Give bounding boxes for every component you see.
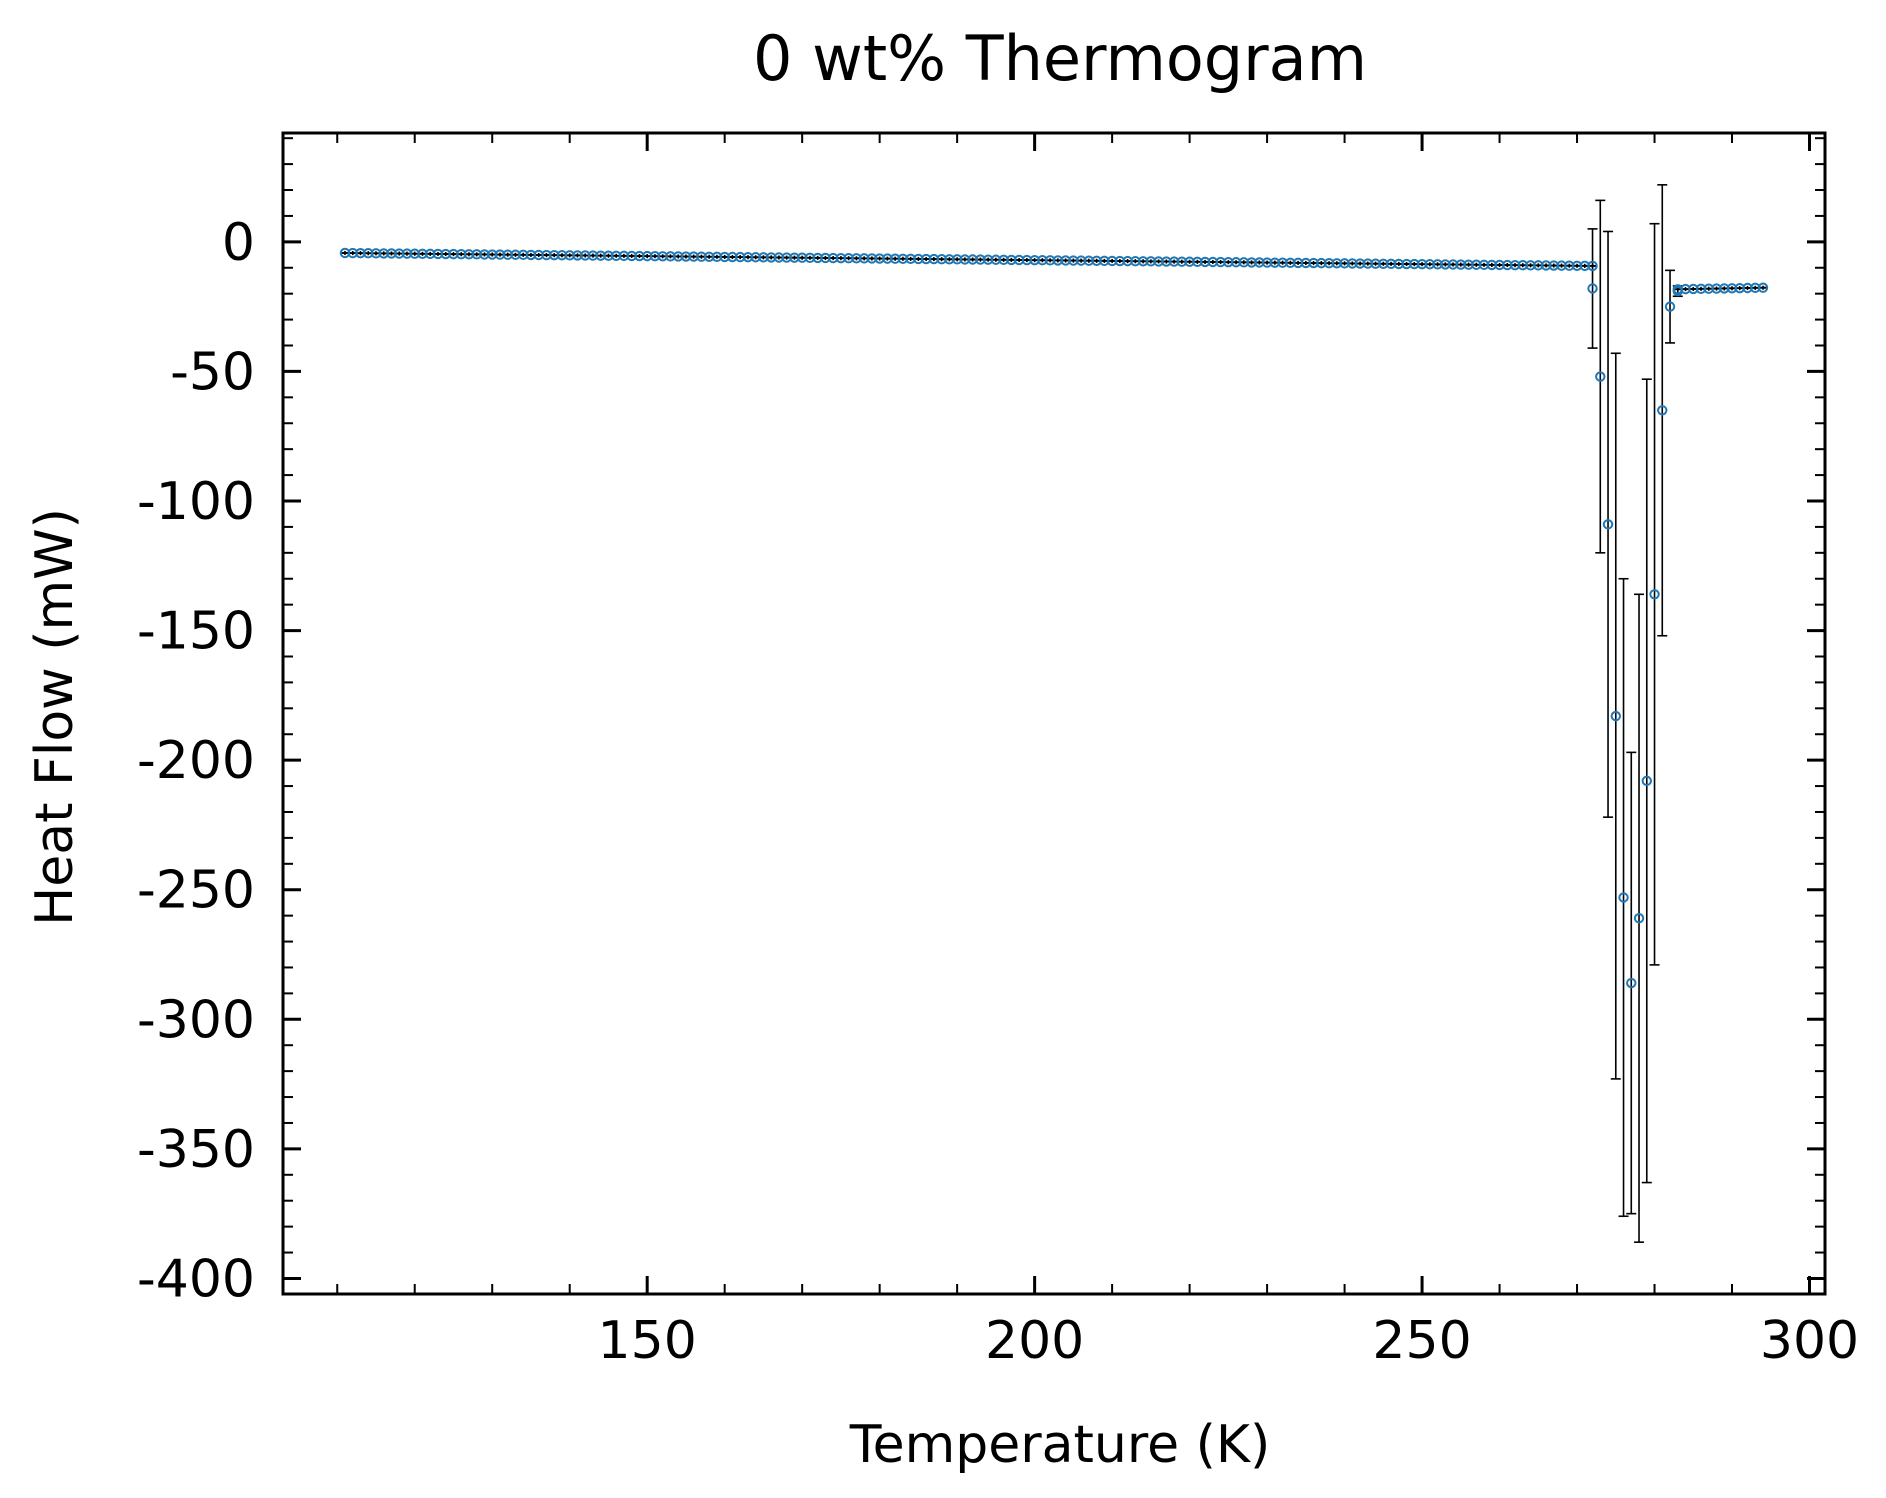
data-points [339, 247, 1769, 989]
y-axis-label: Heat Flow (mW) [25, 508, 85, 926]
data-point [1595, 371, 1606, 382]
error-bars [340, 184, 1768, 1243]
data-point [1641, 775, 1652, 787]
data-point [1626, 977, 1637, 989]
data-point [1618, 892, 1629, 903]
y-tick-label: -350 [137, 1120, 255, 1180]
data-point [1757, 282, 1769, 293]
x-tick-label: 300 [1760, 1311, 1859, 1371]
chart-title: 0 wt% Thermogram [753, 22, 1367, 95]
y-tick-label: -400 [137, 1249, 255, 1309]
data-point [1657, 405, 1668, 416]
plot-frame [281, 131, 1827, 1296]
data-point [1587, 260, 1598, 272]
y-tick-label: -100 [137, 472, 255, 532]
data-point [1587, 283, 1598, 294]
data-point [1649, 589, 1660, 600]
data-point [1664, 301, 1676, 312]
x-tick-label: 200 [985, 1311, 1084, 1371]
y-tick-label: -150 [137, 602, 255, 662]
data-point [1633, 913, 1645, 924]
x-axis-label: Temperature (K) [849, 1415, 1271, 1475]
y-tick-label: 0 [222, 213, 255, 273]
y-tick-label: -250 [137, 861, 255, 921]
y-tick-label: -300 [137, 990, 255, 1050]
y-tick-label: -50 [170, 342, 255, 402]
x-tick-label: 250 [1372, 1311, 1471, 1371]
y-tick-label: -200 [137, 731, 255, 791]
data-point [1610, 710, 1621, 722]
x-tick-label: 150 [598, 1311, 697, 1371]
axis-ticks: 150 200 250 300 0 -50 -100 -150 -200 -250 -300 -350… [137, 133, 1859, 1371]
data-point [1602, 519, 1614, 530]
